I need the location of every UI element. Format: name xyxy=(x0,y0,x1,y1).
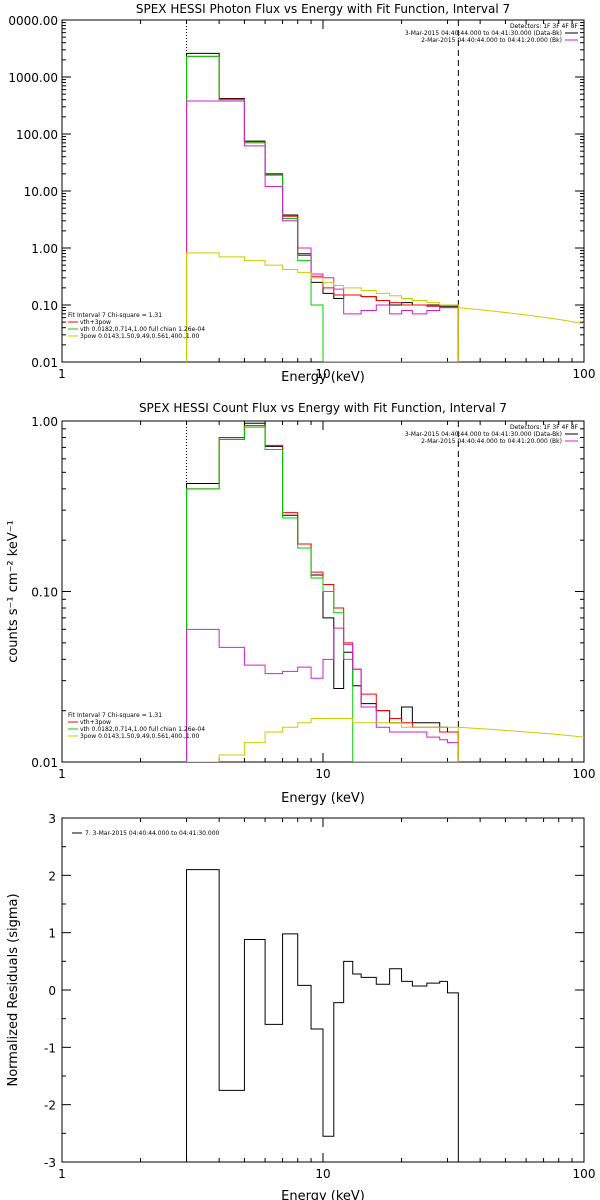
y-tick-label: -3 xyxy=(44,1156,56,1170)
y-tick-label: 1.00 xyxy=(31,242,58,256)
y-tick-label: 2 xyxy=(48,869,56,883)
y-tick-label: 0.01 xyxy=(31,756,58,770)
y-tick-label: 10.00 xyxy=(24,185,58,199)
y-tick-label: 1.00 xyxy=(31,415,58,429)
y-tick-label: 0.10 xyxy=(31,586,58,600)
panel-title: SPEX HESSI Count Flux vs Energy with Fit… xyxy=(139,401,507,415)
fit-info: Fit Interval 7 Chi-square = 1.31vth+3pow… xyxy=(68,712,205,740)
model-tail-line xyxy=(458,726,584,738)
y-tick-label: -2 xyxy=(44,1099,56,1113)
y-tick-label: 3 xyxy=(48,812,56,826)
x-tick-label: 10 xyxy=(315,367,330,381)
legend: Detectors: 1F 3F 4F 8F3-Mar-2015 04:40:4… xyxy=(405,23,579,44)
fit-info-line: 3pow 0.0143,1.50,9.49,0.561,400.,1.00 xyxy=(80,333,199,340)
series-line-3 xyxy=(186,627,459,762)
y-axis-label: Normalized Residuals (sigma) xyxy=(6,893,21,1086)
fit-info-line: vth+3pow xyxy=(80,719,111,726)
y-tick-label: 1000.00 xyxy=(8,71,58,85)
y-axis-label: counts s⁻¹ cm⁻² keV⁻¹ xyxy=(6,520,21,663)
series-line-0 xyxy=(186,52,459,362)
legend-entry-text: 2-Mar-2015 04:40:44.000 to 04:41:20.000 … xyxy=(421,438,562,445)
x-tick-label: 100 xyxy=(573,767,596,781)
series-line-1 xyxy=(186,425,459,762)
x-axis-label: Energy (keV) xyxy=(281,370,365,385)
x-axis-label: Energy (keV) xyxy=(281,1189,365,1200)
y-tick-label: 0.10 xyxy=(31,299,58,313)
x-tick-label: 1 xyxy=(58,367,66,381)
fit-info-line: vth+3pow xyxy=(80,319,111,326)
fit-info-line: Fit Interval 7 Chi-square = 1.31 xyxy=(68,312,162,319)
fit-info-line: vth 0.0182,0.714,1.00 full chian 1.26e-0… xyxy=(80,326,205,333)
legend: 7. 3-Mar-2015 04:40:44.000 to 04:41:30.0… xyxy=(72,830,220,837)
photon-flux-panel: SPEX HESSI Photon Flux vs Energy with Fi… xyxy=(8,2,595,385)
y-tick-label: 0 xyxy=(48,984,56,998)
panel-title: SPEX HESSI Photon Flux vs Energy with Fi… xyxy=(136,2,510,16)
x-tick-label: 10 xyxy=(315,767,330,781)
data-layer xyxy=(186,421,584,762)
residuals-panel: Energy (keV) Normalized Residuals (sigma… xyxy=(6,812,595,1200)
y-tick-label: 0.01 xyxy=(31,356,58,370)
y-tick-label: 0000.00 xyxy=(8,14,58,28)
legend-entry-text: 2-Mar-2015 04:40:44.000 to 04:41:20.000 … xyxy=(421,37,562,44)
x-tick-label: 1 xyxy=(58,1167,66,1181)
series-line-3 xyxy=(186,100,459,362)
x-tick-label: 100 xyxy=(573,1167,596,1181)
legend-header: Detectors: 1F 3F 4F 8F xyxy=(510,23,579,30)
series-line-4 xyxy=(186,252,459,362)
data-layer xyxy=(186,869,459,1162)
x-axis-label: Energy (keV) xyxy=(281,791,365,806)
series-line-0 xyxy=(186,422,459,762)
legend-header: Detectors: 1F 3F 4F 8F xyxy=(510,424,579,431)
fit-info-line: vth 0.0182,0.714,1.00 full chian 1.26e-0… xyxy=(80,726,205,733)
count-flux-panel: SPEX HESSI Count Flux vs Energy with Fit… xyxy=(6,401,595,806)
series-line-4 xyxy=(186,717,459,762)
x-tick-label: 1 xyxy=(58,767,66,781)
y-tick-label: -1 xyxy=(44,1041,56,1055)
x-tick-label: 10 xyxy=(315,1167,330,1181)
legend-entry-text: 3-Mar-2015 04:40:44.000 to 04:41:30.000 … xyxy=(405,431,562,438)
series-line-2 xyxy=(186,426,459,762)
model-tail-line xyxy=(458,307,584,325)
series-line-1 xyxy=(186,55,459,362)
fit-info: Fit Interval 7 Chi-square = 1.31vth+3pow… xyxy=(68,312,205,340)
y-tick-label: 1 xyxy=(48,927,56,941)
fit-info-line: Fit Interval 7 Chi-square = 1.31 xyxy=(68,712,162,719)
series-line-0 xyxy=(186,869,459,1162)
legend-entry-text: 3-Mar-2015 04:40:44.000 to 04:41:30.000 … xyxy=(405,30,562,37)
legend: Detectors: 1F 3F 4F 8F3-Mar-2015 04:40:4… xyxy=(405,424,579,445)
y-tick-label: 100.00 xyxy=(16,128,58,142)
fit-info-line: 3pow 0.0143,1.50,9.49,0.561,400.,1.00 xyxy=(80,733,199,740)
legend-entry-text: 7. 3-Mar-2015 04:40:44.000 to 04:41:30.0… xyxy=(85,830,220,837)
series-line-2 xyxy=(186,55,459,362)
x-tick-label: 100 xyxy=(573,367,596,381)
data-layer xyxy=(186,20,584,362)
